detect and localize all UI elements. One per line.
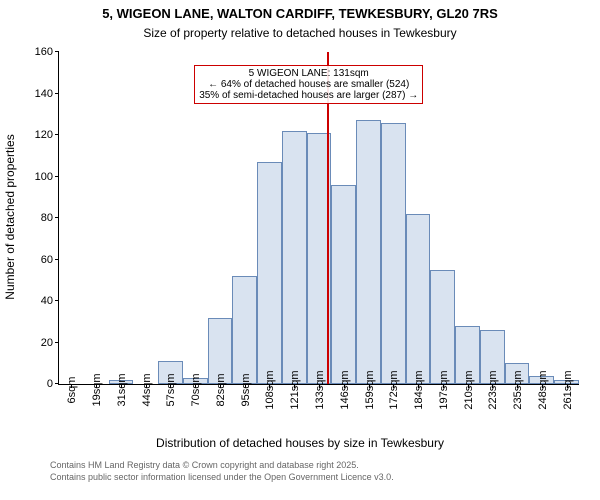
chart-container: 5, WIGEON LANE, WALTON CARDIFF, TEWKESBU… [0, 0, 600, 500]
annotation-line3: 35% of semi-detached houses are larger (… [199, 90, 418, 101]
x-tick-label: 95sqm [238, 373, 252, 406]
annotation-line1: 5 WIGEON LANE: 131sqm [199, 68, 418, 79]
x-tick-label: 82sqm [213, 373, 227, 406]
y-tick-label: 0 [47, 378, 59, 390]
x-tick-label: 70sqm [188, 373, 202, 406]
histogram-bar [331, 185, 356, 384]
x-tick-label: 108sqm [262, 370, 276, 409]
y-tick-mark [55, 51, 59, 52]
histogram-bar [232, 276, 257, 384]
histogram-bar [381, 123, 406, 384]
x-tick-label: 19sqm [89, 373, 103, 406]
x-tick-label: 31sqm [114, 373, 128, 406]
x-tick-label: 146sqm [337, 370, 351, 409]
footer-line2: Contains public sector information licen… [50, 472, 394, 482]
y-tick-mark [55, 134, 59, 135]
plot-area: 0204060801001201401606sqm19sqm31sqm44sqm… [58, 52, 579, 385]
x-tick-label: 121sqm [287, 370, 301, 409]
y-tick-mark [55, 300, 59, 301]
chart-title-line2: Size of property relative to detached ho… [0, 26, 600, 40]
x-axis-label: Distribution of detached houses by size … [0, 436, 600, 450]
y-tick-label: 40 [41, 295, 59, 307]
y-tick-mark [55, 176, 59, 177]
annotation-box: 5 WIGEON LANE: 131sqm← 64% of detached h… [194, 65, 423, 104]
x-tick-label: 172sqm [386, 370, 400, 409]
y-tick-label: 80 [41, 212, 59, 224]
histogram-bar [430, 270, 455, 384]
histogram-bar [257, 162, 282, 384]
annotation-line2: ← 64% of detached houses are smaller (52… [199, 79, 418, 90]
y-tick-mark [55, 217, 59, 218]
y-tick-label: 120 [35, 129, 59, 141]
y-tick-mark [55, 342, 59, 343]
x-tick-label: 133sqm [312, 370, 326, 409]
x-tick-label: 210sqm [461, 370, 475, 409]
y-tick-label: 20 [41, 337, 59, 349]
histogram-bar [356, 120, 381, 384]
x-tick-label: 44sqm [139, 373, 153, 406]
histogram-bar [282, 131, 307, 384]
y-tick-label: 160 [35, 46, 59, 58]
y-tick-mark [55, 259, 59, 260]
x-tick-label: 223sqm [485, 370, 499, 409]
x-tick-label: 159sqm [362, 370, 376, 409]
histogram-bar [406, 214, 431, 384]
x-tick-label: 6sqm [64, 377, 78, 404]
y-axis-label: Number of detached properties [3, 117, 17, 317]
y-tick-mark [55, 383, 59, 384]
x-tick-label: 57sqm [163, 373, 177, 406]
x-tick-label: 248sqm [535, 370, 549, 409]
y-tick-mark [55, 93, 59, 94]
x-tick-label: 197sqm [436, 370, 450, 409]
x-tick-label: 261sqm [560, 370, 574, 409]
x-tick-label: 235sqm [510, 370, 524, 409]
x-tick-label: 184sqm [411, 370, 425, 409]
y-tick-label: 100 [35, 171, 59, 183]
y-tick-label: 60 [41, 254, 59, 266]
footer-line1: Contains HM Land Registry data © Crown c… [50, 460, 359, 470]
chart-title-line1: 5, WIGEON LANE, WALTON CARDIFF, TEWKESBU… [0, 6, 600, 21]
y-tick-label: 140 [35, 88, 59, 100]
